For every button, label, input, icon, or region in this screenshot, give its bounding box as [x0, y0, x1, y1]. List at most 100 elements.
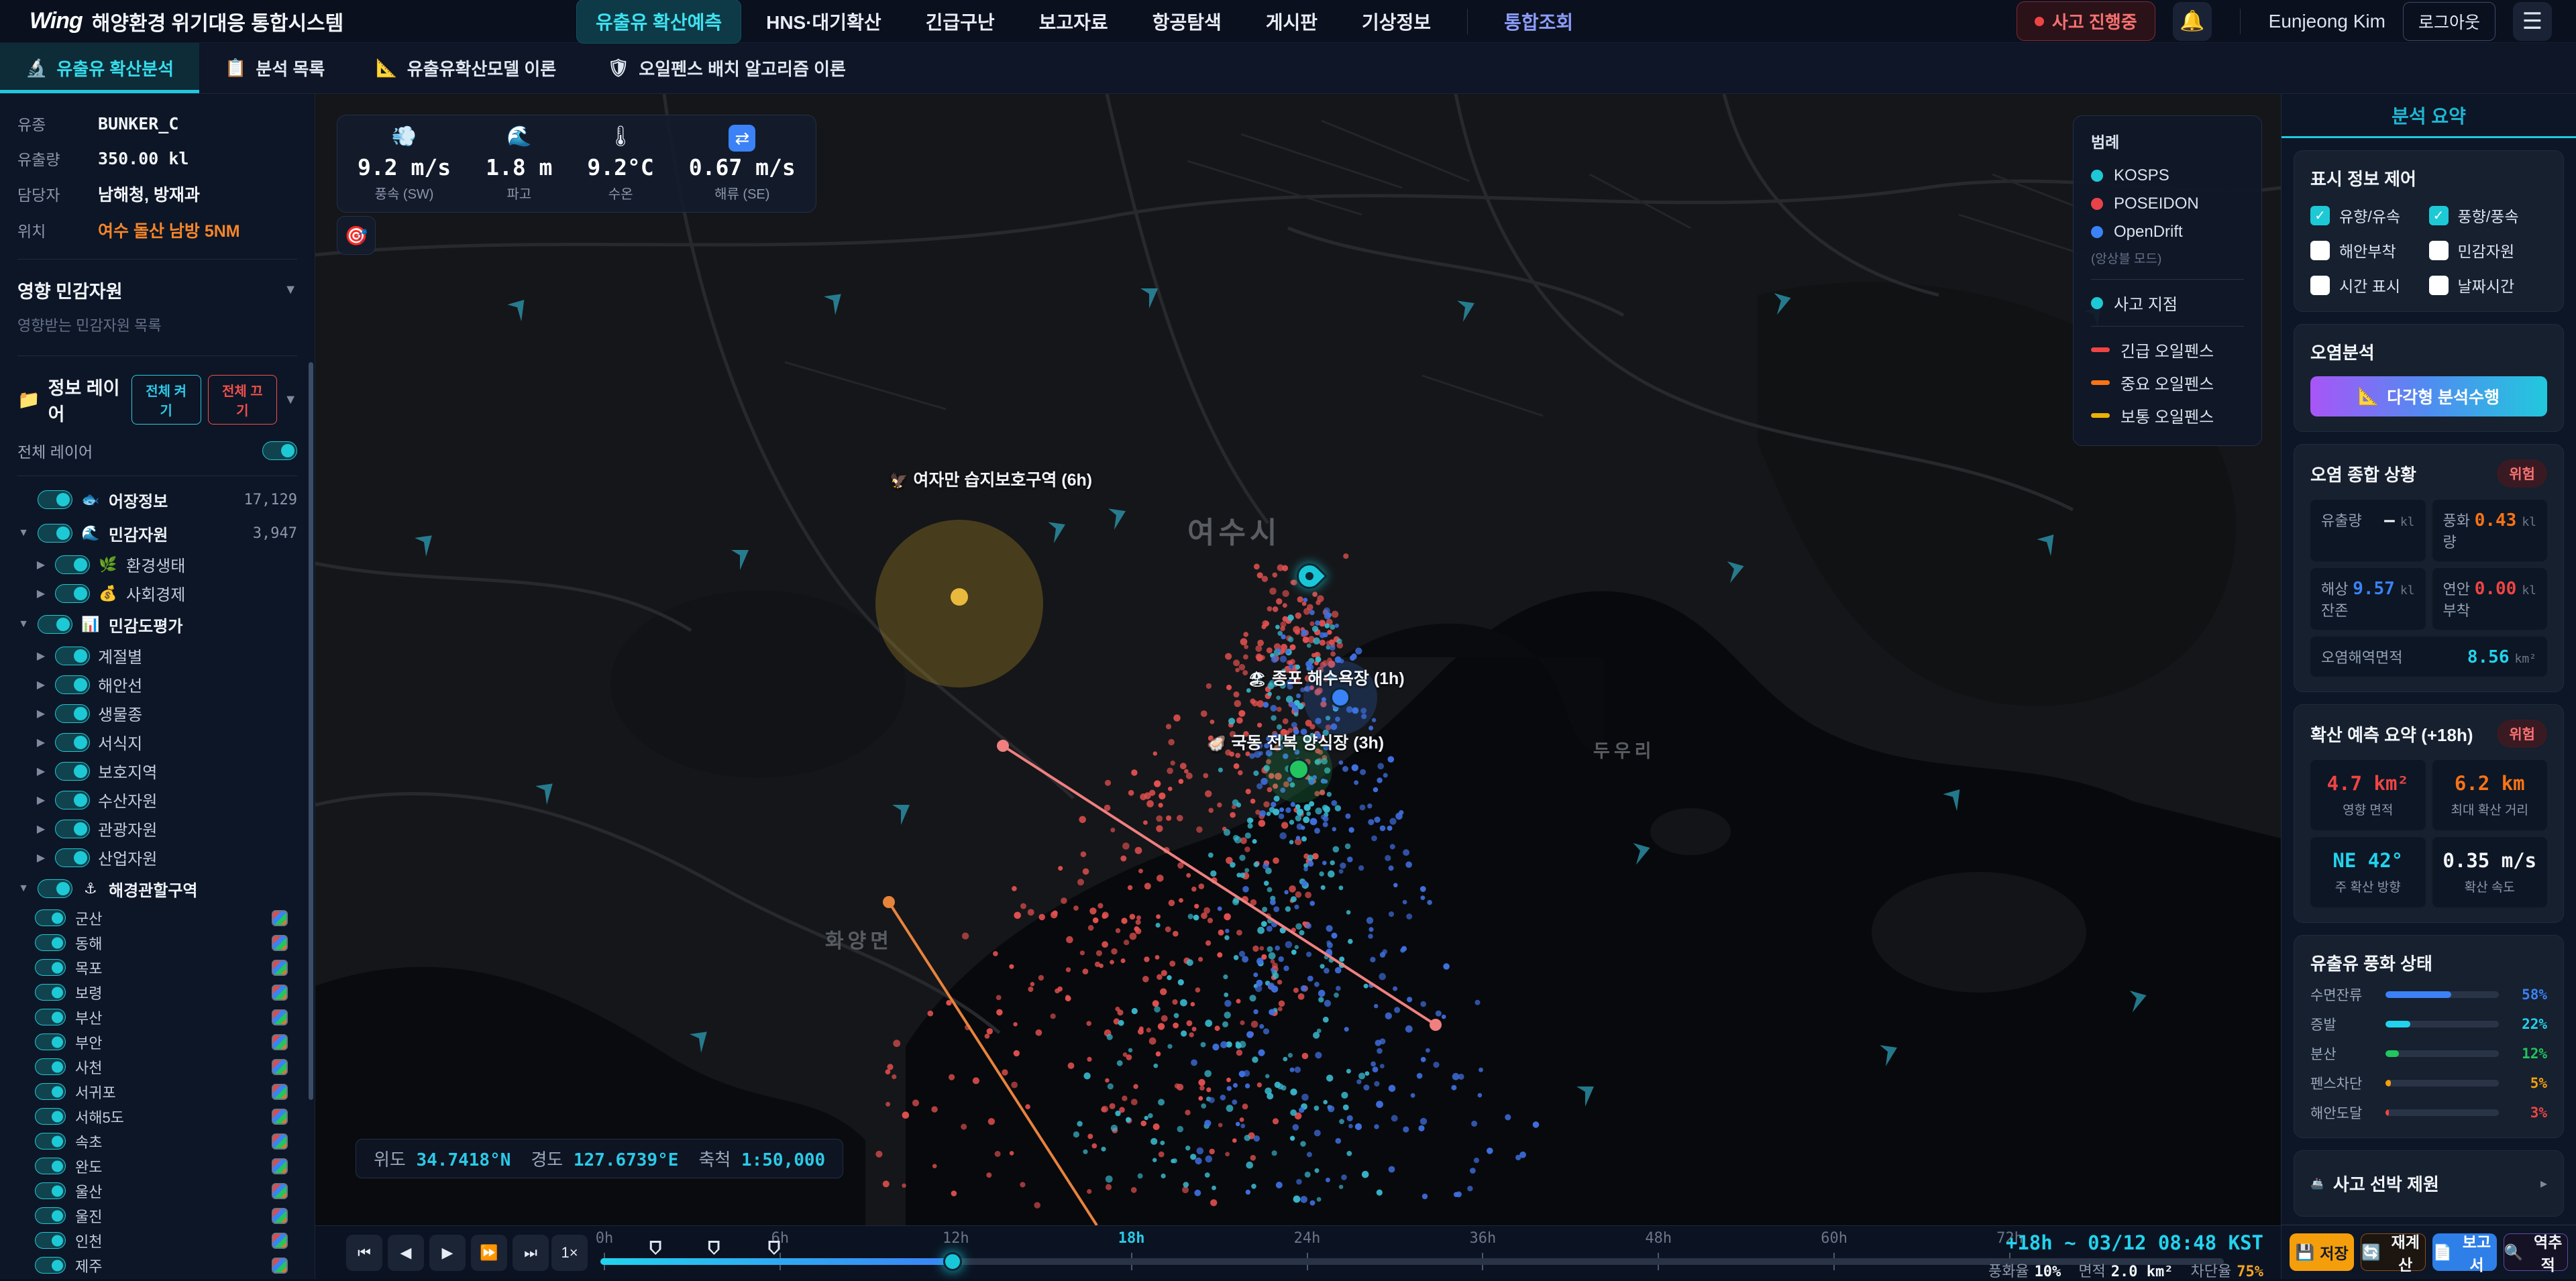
menu-button[interactable]: ☰ [2513, 1, 2552, 41]
tree-arrow[interactable]: ▶ [36, 794, 46, 806]
display-check-4[interactable]: 시간 표시 [2310, 274, 2429, 296]
fence-deploy-marker-icon[interactable] [649, 1241, 661, 1255]
layer-toggle[interactable] [55, 732, 90, 752]
region-style-icon[interactable] [272, 1083, 288, 1100]
region-toggle[interactable] [35, 1232, 66, 1249]
layer-toggle[interactable] [55, 555, 90, 574]
tree-arrow[interactable]: ▼ [18, 527, 29, 539]
region-toggle[interactable] [35, 1108, 66, 1125]
region-style-icon[interactable] [272, 984, 288, 1001]
layer-toggle[interactable] [55, 704, 90, 723]
recenter-target-button[interactable]: 🎯 [337, 216, 376, 255]
checkbox-icon[interactable] [2428, 275, 2449, 295]
affected-resources-header[interactable]: 영향 민감자원 ▼ [17, 270, 297, 310]
layer-toggle[interactable] [38, 490, 72, 509]
collapsed-section-0[interactable]: 🚢 사고 선박 제원 ▸ [2294, 1150, 2564, 1217]
tree-arrow[interactable]: ▶ [36, 679, 46, 691]
tab-3[interactable]: 🛡 오일펜스 배치 알고리즘 이론 [582, 43, 871, 93]
region-style-icon[interactable] [272, 1257, 288, 1274]
layer-toggle[interactable] [55, 790, 90, 810]
region-toggle[interactable] [35, 1083, 66, 1100]
tree-arrow[interactable]: ▼ [18, 618, 29, 630]
layer-toggle[interactable] [55, 848, 90, 867]
region-toggle[interactable] [35, 1207, 66, 1224]
map-canvas[interactable]: 💨 9.2 m/s 풍속 (SW) 🌊 1.8 m 파고 🌡 9.2°C 수온 ⇄ 0.67 m/s… [315, 94, 2281, 1225]
checkbox-icon[interactable] [2428, 240, 2449, 260]
region-toggle[interactable] [35, 1034, 66, 1050]
layers-all-off-button[interactable]: 전체 끄기 [207, 375, 278, 425]
tree-arrow[interactable]: ▶ [36, 765, 46, 777]
region-style-icon[interactable] [272, 1009, 288, 1025]
fence-deploy-marker-icon[interactable] [768, 1241, 780, 1255]
checkbox-icon[interactable]: ✓ [2310, 205, 2330, 225]
region-toggle[interactable] [35, 934, 66, 951]
region-style-icon[interactable] [272, 1034, 288, 1050]
checkbox-icon[interactable]: ✓ [2428, 205, 2449, 225]
layer-toggle[interactable] [38, 879, 72, 898]
layer-toggle[interactable] [55, 583, 90, 603]
region-style-icon[interactable] [272, 1108, 288, 1125]
display-check-3[interactable]: 민감자원 [2428, 239, 2548, 262]
tree-arrow[interactable]: ▶ [36, 736, 46, 748]
nav-item-4[interactable]: 항공탐색 [1152, 11, 1222, 33]
layer-toggle[interactable] [55, 761, 90, 781]
layer-toggle[interactable] [55, 646, 90, 665]
save-button[interactable]: 💾 저장 [2290, 1233, 2355, 1271]
display-check-1[interactable]: ✓ 풍향/풍속 [2428, 204, 2548, 227]
fence-deploy-marker-icon[interactable] [708, 1241, 720, 1255]
region-toggle[interactable] [35, 909, 66, 926]
sidebar-scrollbar[interactable] [309, 362, 313, 1100]
region-style-icon[interactable] [272, 959, 288, 976]
wetland-annotation[interactable]: 🦅 여자만 습지보호구역 (6h) [890, 471, 1093, 490]
skip-end-button[interactable]: ⏭ [513, 1235, 549, 1271]
timeline-thumb[interactable] [943, 1252, 963, 1271]
skip-start-button[interactable]: ⏮ [346, 1235, 382, 1271]
farm-annotation[interactable]: 🦪 국동 전복 양식장 (3h) [1208, 734, 1385, 753]
display-check-5[interactable]: 날짜시간 [2428, 274, 2548, 296]
region-toggle[interactable] [35, 984, 66, 1001]
nav-item-6[interactable]: 기상정보 [1362, 11, 1432, 33]
tree-arrow[interactable]: ▶ [36, 823, 46, 835]
layer-toggle[interactable] [55, 675, 90, 694]
tree-arrow[interactable]: ▶ [36, 588, 46, 600]
tree-arrow[interactable]: ▼ [18, 883, 29, 894]
tab-1[interactable]: 📋 분석 목록 [199, 43, 350, 93]
tree-arrow[interactable]: ▶ [36, 708, 46, 720]
region-style-icon[interactable] [272, 1058, 288, 1075]
region-style-icon[interactable] [272, 1207, 288, 1224]
region-toggle[interactable] [35, 1058, 66, 1075]
nav-item-0[interactable]: 유출유 확산예측 [577, 0, 741, 43]
region-style-icon[interactable] [272, 1158, 288, 1174]
tab-0[interactable]: 🔬 유출유 확산분석 [0, 43, 200, 93]
region-style-icon[interactable] [272, 909, 288, 926]
beach-annotation[interactable]: 🏖 종포 해수욕장 (1h) [1248, 669, 1405, 688]
fast-forward-button[interactable]: ⏩ [471, 1235, 507, 1271]
recalculate-button[interactable]: 🔄 재계산 [2361, 1233, 2426, 1274]
region-toggle[interactable] [35, 1182, 66, 1199]
play-button[interactable]: ▶ [429, 1235, 466, 1271]
region-style-icon[interactable] [272, 934, 288, 951]
nav-item-1[interactable]: HNS·대기확산 [766, 11, 881, 33]
region-style-icon[interactable] [272, 1133, 288, 1150]
master-layer-toggle[interactable] [262, 441, 297, 460]
region-style-icon[interactable] [272, 1182, 288, 1199]
backtrack-button[interactable]: 🔍 역추적 [2503, 1233, 2568, 1274]
timeline-track[interactable] [600, 1241, 2224, 1271]
tab-2[interactable]: 📐 유출유확산모델 이론 [350, 43, 582, 93]
layers-all-on-button[interactable]: 전체 켜기 [131, 375, 201, 425]
nav-item-7[interactable]: 통합조회 [1504, 11, 1574, 33]
polygon-analysis-button[interactable]: 📐 다각형 분석수행 [2310, 376, 2547, 416]
nav-item-3[interactable]: 보고자료 [1038, 11, 1108, 33]
logout-button[interactable]: 로그아웃 [2402, 1, 2496, 41]
layer-toggle[interactable] [38, 615, 72, 634]
region-toggle[interactable] [35, 1257, 66, 1274]
report-button[interactable]: 📄 보고서 [2432, 1233, 2497, 1274]
notification-bell-button[interactable]: 🔔 [2172, 1, 2212, 41]
region-style-icon[interactable] [272, 1232, 288, 1249]
region-toggle[interactable] [35, 1158, 66, 1174]
layer-toggle[interactable] [55, 819, 90, 838]
region-toggle[interactable] [35, 1009, 66, 1025]
checkbox-icon[interactable] [2310, 275, 2330, 295]
layer-toggle[interactable] [38, 524, 72, 543]
region-toggle[interactable] [35, 1133, 66, 1150]
